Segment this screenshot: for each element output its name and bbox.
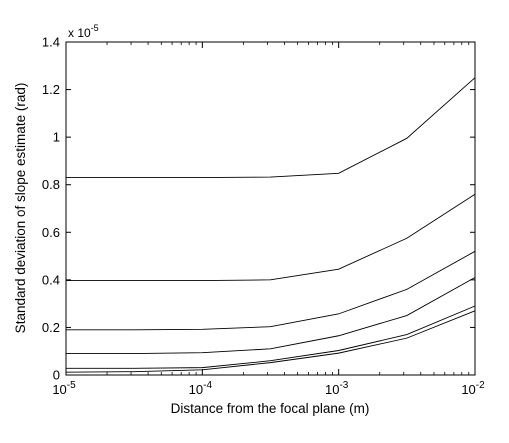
y-tick-label: 1.2 (42, 82, 60, 97)
x-axis-label: Distance from the focal plane (m) (171, 401, 370, 416)
series-line-2 (66, 193, 476, 282)
plot-area (65, 41, 476, 376)
y-tick-label: 0.2 (42, 320, 60, 335)
series-group (65, 77, 476, 373)
series-line-3 (66, 250, 476, 331)
series-line-6 (65, 310, 476, 373)
x-tick-label: 10-3 (325, 380, 349, 397)
x-tick-label: 10-5 (52, 380, 76, 397)
y-axis-label: Standard deviation of slope estimate (ra… (13, 83, 28, 334)
y-tick-label: 1.4 (42, 35, 60, 50)
series-line-5 (66, 305, 476, 369)
y-tick-label: 0.4 (42, 272, 60, 287)
y-tick-label: 0.6 (42, 225, 60, 240)
ticks (65, 41, 476, 376)
y-multiplier-label: x 10-5 (68, 23, 99, 40)
x-tick-label: 10-2 (461, 380, 485, 397)
y-tick-label: 1 (53, 130, 60, 145)
series-line-1 (66, 77, 476, 179)
tick-labels: 0 0.2 0.4 0.6 0.8 1 1.2 1.4 10-5 10-4 10-3 10-2 (42, 35, 485, 398)
y-tick-label: 0.8 (42, 177, 60, 192)
series-line-4 (66, 277, 476, 355)
y-tick-label: 0 (53, 368, 60, 383)
x-tick-label: 10-4 (189, 380, 213, 397)
